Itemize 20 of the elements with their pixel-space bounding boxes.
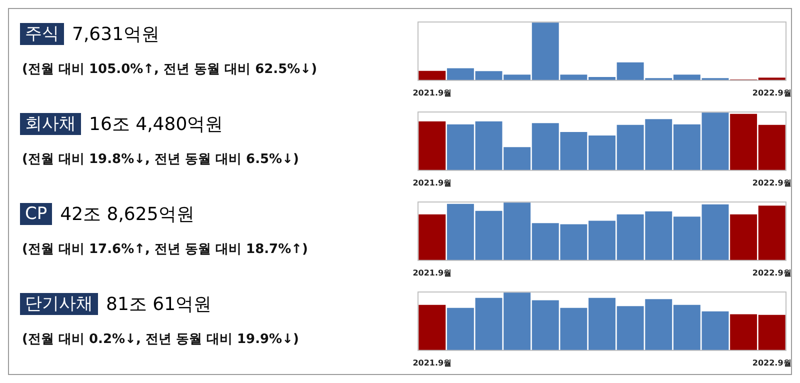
text: (전월 대비 0.2%↓, 전년 동월 대비 19.9%↓): [22, 331, 299, 348]
x-tick-label: 2022.9월: [752, 358, 792, 368]
text: (전월 대비 17.6%↑, 전년 동월 대비 18.7%↑): [22, 241, 308, 258]
text: CP: [20, 203, 52, 225]
text: 42조 8,625억원: [60, 203, 194, 226]
text: (전월 대비 105.0%↑, 전년 동월 대비 62.5%↓): [22, 61, 318, 78]
text: 회사채: [20, 113, 81, 135]
text: 7,631억원: [72, 23, 160, 46]
x-tick-label: 2021.9월: [412, 358, 452, 368]
x-tick-label: 2022.9월: [752, 268, 792, 278]
x-tick-label: 2021.9월: [412, 268, 452, 278]
text: 16조 4,480억원: [89, 113, 224, 136]
text: (전월 대비 19.8%↓, 전년 동월 대비 6.5%↓): [22, 151, 299, 168]
text: 단기사채: [20, 293, 98, 315]
text: 81조 61억원: [106, 293, 212, 316]
x-tick-label: 2021.9월: [412, 88, 452, 98]
x-tick-label: 2022.9월: [752, 88, 792, 98]
x-tick-label: 2021.9월: [412, 178, 452, 188]
text: 주식: [20, 23, 64, 45]
x-tick-label: 2022.9월: [752, 178, 792, 188]
